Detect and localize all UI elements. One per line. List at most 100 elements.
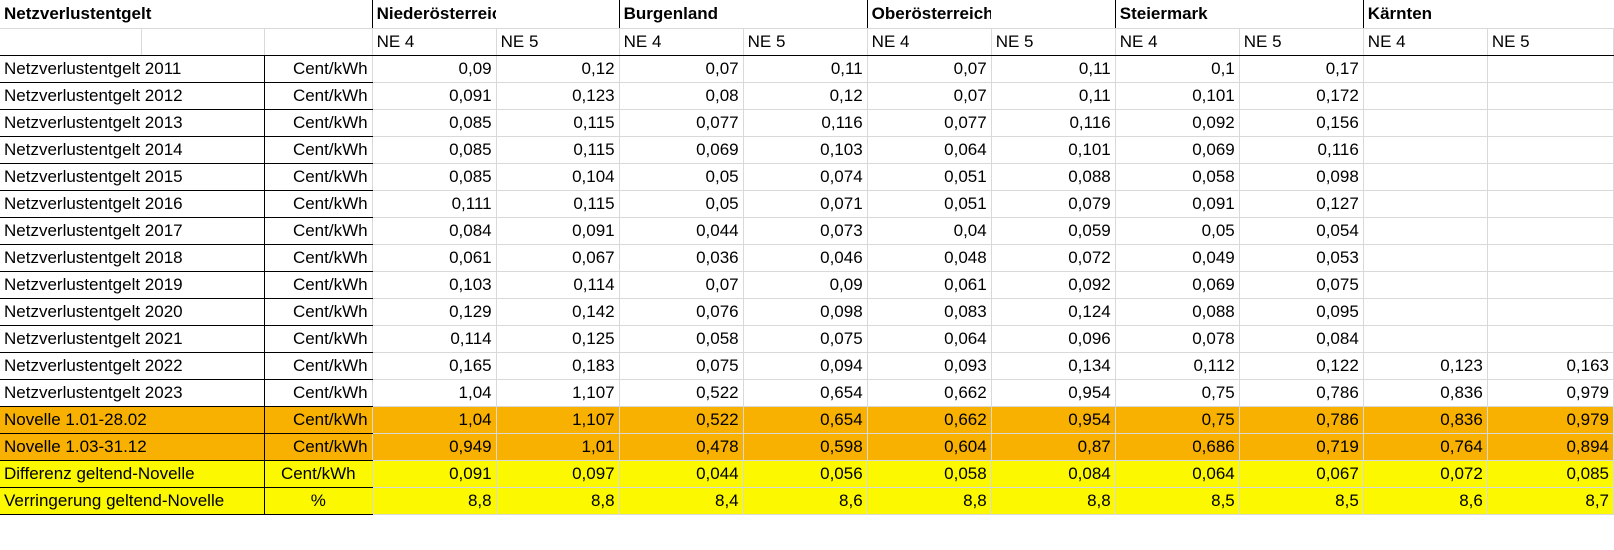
level-header-ne4[interactable]: NE 4: [1362, 28, 1488, 56]
value-cell[interactable]: 0,083: [867, 298, 992, 326]
value-cell[interactable]: 0,949: [372, 433, 497, 461]
value-cell[interactable]: 0,048: [867, 244, 992, 272]
value-cell[interactable]: 0,094: [743, 352, 868, 380]
value-cell[interactable]: 0,05: [619, 190, 744, 218]
value-cell[interactable]: 0,165: [372, 352, 497, 380]
value-cell[interactable]: [1363, 190, 1488, 218]
value-cell[interactable]: 0,095: [1239, 298, 1364, 326]
region-header-kaernten[interactable]: Kärnten: [1362, 0, 1488, 29]
value-cell[interactable]: 8,8: [867, 487, 992, 515]
value-cell[interactable]: 0,054: [1239, 217, 1364, 245]
value-cell[interactable]: 0,11: [991, 82, 1116, 110]
value-cell[interactable]: 0,662: [867, 379, 992, 407]
row-label-cell[interactable]: Netzverlustentgelt 2012: [0, 82, 265, 110]
value-cell[interactable]: 0,084: [1239, 325, 1364, 353]
unit-cell[interactable]: Cent/kWh: [263, 55, 373, 83]
value-cell[interactable]: 0,954: [991, 379, 1116, 407]
region-header-niederoesterreich[interactable]: Niederösterreich: [371, 0, 497, 29]
value-cell[interactable]: 8,4: [619, 487, 744, 515]
value-cell[interactable]: [1363, 109, 1488, 137]
value-cell[interactable]: 0,096: [991, 325, 1116, 353]
value-cell[interactable]: 0,064: [867, 325, 992, 353]
unit-cell[interactable]: Cent/kWh: [263, 352, 373, 380]
value-cell[interactable]: 0,046: [743, 244, 868, 272]
unit-cell[interactable]: Cent/kWh: [263, 136, 373, 164]
value-cell[interactable]: 0,09: [743, 271, 868, 299]
value-cell[interactable]: 8,8: [496, 487, 620, 515]
value-cell[interactable]: 0,115: [496, 136, 620, 164]
value-cell[interactable]: 0,061: [867, 271, 992, 299]
row-label-cell[interactable]: Netzverlustentgelt 2013: [0, 109, 265, 137]
value-cell[interactable]: 0,076: [619, 298, 744, 326]
value-cell[interactable]: 0,07: [619, 55, 744, 83]
value-cell[interactable]: 0,894: [1487, 433, 1614, 461]
value-cell[interactable]: 0,654: [743, 379, 868, 407]
value-cell[interactable]: 0,084: [372, 217, 497, 245]
value-cell[interactable]: 0,101: [1115, 82, 1240, 110]
value-cell[interactable]: 0,074: [743, 163, 868, 191]
value-cell[interactable]: 0,093: [867, 352, 992, 380]
level-header-ne5[interactable]: NE 5: [1239, 28, 1364, 56]
value-cell[interactable]: 0,059: [991, 217, 1116, 245]
value-cell[interactable]: 0,836: [1363, 406, 1488, 434]
value-cell[interactable]: 0,654: [743, 406, 868, 434]
unit-cell[interactable]: Cent/kWh: [263, 325, 373, 353]
value-cell[interactable]: 0,116: [1239, 136, 1364, 164]
value-cell[interactable]: 0,604: [867, 433, 992, 461]
value-cell[interactable]: 0,092: [1115, 109, 1240, 137]
value-cell[interactable]: 0,098: [1239, 163, 1364, 191]
level-header-ne5[interactable]: NE 5: [496, 28, 620, 56]
value-cell[interactable]: 0,051: [867, 190, 992, 218]
value-cell[interactable]: 0,07: [619, 271, 744, 299]
value-cell[interactable]: 0,058: [619, 325, 744, 353]
value-cell[interactable]: 0,686: [1115, 433, 1240, 461]
value-cell[interactable]: 0,071: [743, 190, 868, 218]
value-cell[interactable]: 0,954: [991, 406, 1116, 434]
row-label-cell[interactable]: Netzverlustentgelt 2019: [0, 271, 265, 299]
unit-cell[interactable]: Cent/kWh: [263, 406, 373, 434]
level-header-ne5[interactable]: NE 5: [991, 28, 1116, 56]
value-cell[interactable]: 0,069: [1115, 271, 1240, 299]
value-cell[interactable]: 0,044: [619, 217, 744, 245]
value-cell[interactable]: 0,75: [1115, 379, 1240, 407]
value-cell[interactable]: 0,097: [496, 460, 620, 488]
value-cell[interactable]: 0,125: [496, 325, 620, 353]
value-cell[interactable]: 0,077: [619, 109, 744, 137]
value-cell[interactable]: 0,478: [619, 433, 744, 461]
value-cell[interactable]: 0,069: [619, 136, 744, 164]
value-cell[interactable]: 0,719: [1239, 433, 1364, 461]
value-cell[interactable]: 0,101: [991, 136, 1116, 164]
value-cell[interactable]: 1,107: [496, 379, 620, 407]
unit-cell[interactable]: %: [263, 487, 373, 515]
value-cell[interactable]: 0,104: [496, 163, 620, 191]
value-cell[interactable]: 0,072: [1363, 460, 1488, 488]
sheet-title-cell[interactable]: Netzverlustentgelt: [0, 0, 265, 29]
value-cell[interactable]: 0,075: [1239, 271, 1364, 299]
value-cell[interactable]: [1363, 325, 1488, 353]
value-cell[interactable]: 0,036: [619, 244, 744, 272]
value-cell[interactable]: 0,172: [1239, 82, 1364, 110]
value-cell[interactable]: 0,522: [619, 379, 744, 407]
value-cell[interactable]: 0,075: [619, 352, 744, 380]
unit-cell[interactable]: Cent/kWh: [263, 433, 373, 461]
value-cell[interactable]: 8,6: [1363, 487, 1488, 515]
value-cell[interactable]: 0,085: [372, 163, 497, 191]
value-cell[interactable]: 0,127: [1239, 190, 1364, 218]
value-cell[interactable]: 1,01: [496, 433, 620, 461]
level-header-ne5[interactable]: NE 5: [743, 28, 868, 56]
value-cell[interactable]: [1363, 82, 1488, 110]
value-cell[interactable]: 0,598: [743, 433, 868, 461]
value-cell[interactable]: 0,183: [496, 352, 620, 380]
value-cell[interactable]: 0,05: [619, 163, 744, 191]
value-cell[interactable]: 0,1: [1115, 55, 1240, 83]
value-cell[interactable]: 0,129: [372, 298, 497, 326]
value-cell[interactable]: 0,091: [496, 217, 620, 245]
value-cell[interactable]: 0,786: [1239, 379, 1364, 407]
value-cell[interactable]: 8,8: [372, 487, 497, 515]
unit-cell[interactable]: Cent/kWh: [263, 244, 373, 272]
unit-cell[interactable]: Cent/kWh: [263, 271, 373, 299]
level-header-ne4[interactable]: NE 4: [866, 28, 992, 56]
value-cell[interactable]: [1363, 136, 1488, 164]
level-header-ne4[interactable]: NE 4: [618, 28, 744, 56]
value-cell[interactable]: 0,11: [991, 55, 1116, 83]
